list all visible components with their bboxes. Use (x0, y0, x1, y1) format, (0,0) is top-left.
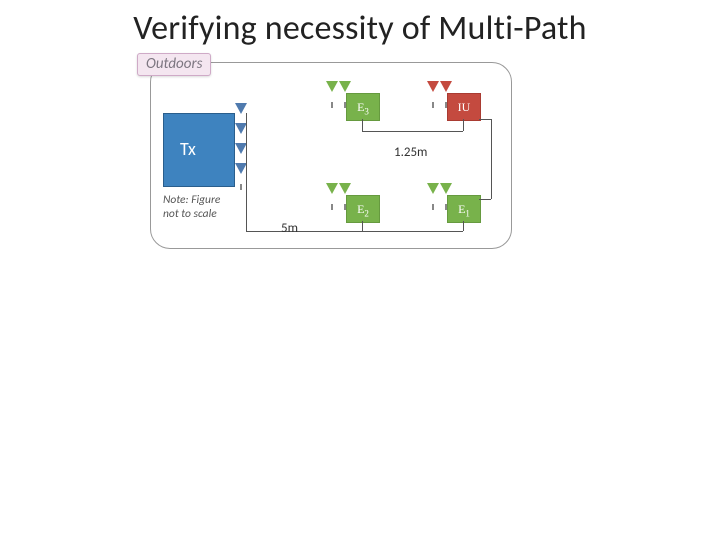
e1-antenna-icon (440, 183, 452, 194)
iu-antenna-icon (427, 81, 439, 92)
figure-note: Note: Figure not to scale (163, 193, 253, 222)
conn-line (463, 119, 464, 131)
e2-antenna-icon (339, 183, 351, 194)
iu-antenna-icon (440, 81, 452, 92)
tx-mast-line (246, 113, 247, 183)
figure-note-line2: not to scale (163, 207, 217, 221)
diagram-frame: Outdoors Tx E3 IU E2 (150, 62, 512, 249)
tx-label: Tx (180, 138, 196, 160)
figure-note-line1: Note: Figure (163, 193, 220, 207)
tx-node: Tx (163, 113, 235, 187)
slide-title: Verifying necessity of Multi-Path (0, 8, 720, 49)
e3-antenna-icon (326, 81, 338, 92)
node-e3: E3 (346, 93, 380, 121)
dim-line-vertical (491, 119, 492, 199)
e1-antenna-icon (427, 183, 439, 194)
conn-line (362, 131, 463, 132)
conn-line (246, 231, 463, 232)
node-iu: IU (447, 93, 481, 121)
conn-line (362, 221, 363, 231)
node-iu-label: IU (458, 100, 471, 114)
dim-tick (479, 119, 491, 120)
e3-antenna-icon (339, 81, 351, 92)
dim-1_25m-label: 1.25m (394, 145, 427, 160)
node-e1: E1 (447, 195, 481, 223)
node-e2: E2 (346, 195, 380, 223)
e2-antenna-icon (326, 183, 338, 194)
conn-line (463, 221, 464, 231)
node-e3-label: E3 (357, 100, 369, 114)
node-e1-label: E1 (458, 202, 470, 216)
slide-stage: Verifying necessity of Multi-Path Outdoo… (0, 0, 720, 540)
outdoors-tag: Outdoors (137, 53, 211, 76)
dim-tick (479, 199, 491, 200)
conn-line (362, 119, 363, 131)
dim-5m-label: 5m (281, 221, 298, 236)
node-e2-label: E2 (357, 202, 369, 216)
